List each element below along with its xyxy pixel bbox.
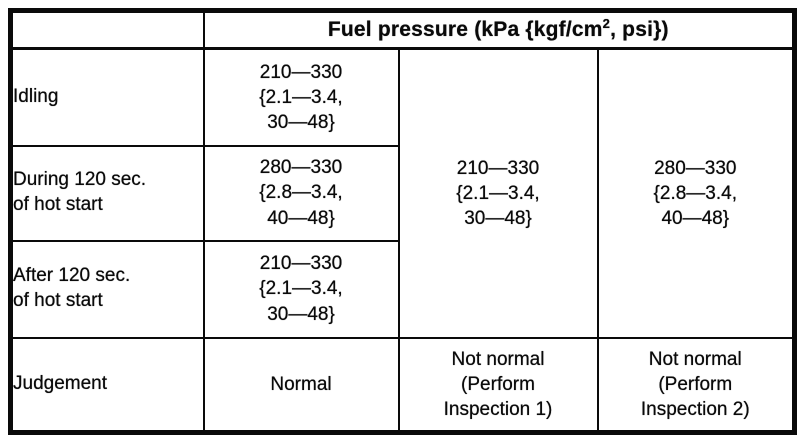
idling-pressure-value: 210—330 {2.1—3.4, 30—48} <box>202 47 400 147</box>
table-row-during-hot-start: During 120 sec. of hot start 280—330 {2.… <box>9 144 795 242</box>
fuel-pressure-table: Fuel pressure (kPa {kgf/cm2, psi}) Idlin… <box>8 8 798 435</box>
row-label-judgement: Judgement <box>9 336 205 434</box>
row-label-idling: Idling <box>9 47 205 147</box>
after-hot-start-pressure-value: 210—330 {2.1—3.4, 30—48} <box>202 239 400 339</box>
table-row-after-hot-start: After 120 sec. of hot start 210—330 {2.1… <box>9 239 795 339</box>
row-label-after-hot-start: After 120 sec. of hot start <box>9 239 205 339</box>
during-hot-start-pressure-value: 280—330 {2.8—3.4, 40—48} <box>202 144 400 242</box>
table-title-superscript: 2 <box>602 16 611 31</box>
table-row-idling: Idling 210—330 {2.1—3.4, 30—48} 210—330 … <box>9 47 796 339</box>
table-title-text-cont: , psi}) <box>610 18 669 41</box>
table-row-judgement: Judgement Normal Not normal (Perform Ins… <box>9 336 796 434</box>
corner-empty-cell <box>9 9 205 50</box>
judgement-inspection2-value: Not normal (Perform Inspection 2) <box>596 336 796 434</box>
table-title-cell: Fuel pressure (kPa {kgf/cm2, psi}) <box>202 9 796 50</box>
judgement-inspection1-value: Not normal (Perform Inspection 1) <box>397 336 599 434</box>
table-header-row: Fuel pressure (kPa {kgf/cm2, psi}) <box>9 9 796 50</box>
inspection1-pressure-value: 210—330 {2.1—3.4, 30—48} <box>397 47 599 339</box>
table-title-text: Fuel pressure (kPa {kgf/cm <box>327 18 603 41</box>
judgement-normal-value: Normal <box>202 336 400 434</box>
row-label-during-hot-start: During 120 sec. of hot start <box>9 144 205 242</box>
inspection2-pressure-value: 280—330 {2.8—3.4, 40—48} <box>596 47 796 339</box>
